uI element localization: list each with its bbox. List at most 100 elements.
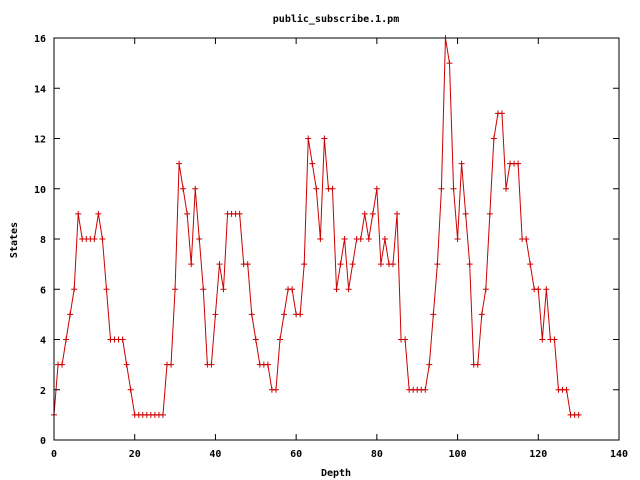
data-point	[313, 185, 320, 192]
data-point	[503, 185, 509, 192]
data-point	[486, 210, 493, 217]
data-point	[184, 210, 191, 217]
data-point	[305, 135, 312, 142]
data-point	[450, 185, 457, 192]
data-point	[244, 261, 251, 268]
data-point	[63, 336, 70, 343]
data-point	[119, 336, 126, 343]
data-point	[394, 210, 401, 217]
data-point	[99, 236, 106, 242]
data-point	[482, 286, 489, 293]
series-layer	[51, 35, 582, 418]
data-point	[535, 286, 542, 293]
data-point	[337, 261, 344, 268]
data-point	[527, 261, 534, 268]
data-point	[551, 336, 558, 343]
data-point	[309, 160, 316, 167]
data-point	[95, 210, 102, 217]
data-point	[365, 236, 372, 242]
data-point	[462, 210, 469, 217]
data-point	[539, 336, 546, 343]
data-point	[200, 286, 207, 293]
y-tick-label: 0	[40, 436, 46, 447]
data-point	[67, 311, 74, 318]
data-point	[466, 261, 473, 268]
x-tick-label: 100	[449, 449, 467, 460]
data-point	[575, 411, 582, 418]
data-point	[176, 160, 183, 167]
data-point	[321, 135, 328, 142]
x-tick-label: 140	[610, 449, 628, 460]
data-point	[422, 386, 429, 393]
data-point	[317, 236, 324, 242]
data-point	[478, 311, 485, 318]
data-point	[446, 60, 453, 67]
chart-title: public_subscribe.1.pm	[273, 13, 399, 25]
y-tick-label: 6	[40, 285, 46, 296]
data-point	[458, 160, 465, 167]
x-axis-label: Depth	[321, 468, 351, 479]
data-point	[329, 185, 336, 192]
data-point	[188, 261, 195, 268]
x-tick-label: 80	[371, 449, 383, 460]
data-point	[333, 286, 340, 293]
data-point	[103, 286, 110, 293]
data-point	[454, 236, 461, 242]
data-point	[369, 210, 376, 217]
data-point	[220, 286, 227, 293]
data-point	[127, 386, 134, 393]
data-point	[264, 361, 271, 368]
data-point	[277, 336, 283, 343]
data-point	[281, 311, 288, 318]
data-point	[248, 311, 255, 318]
data-point	[59, 361, 66, 368]
y-tick-label: 2	[40, 386, 46, 397]
data-point	[212, 311, 219, 318]
data-point	[490, 135, 497, 142]
data-point	[301, 261, 308, 268]
y-axis-label: States	[9, 222, 20, 258]
data-point	[216, 261, 223, 268]
data-point	[515, 160, 522, 167]
data-point	[543, 286, 550, 293]
data-point	[272, 386, 279, 393]
data-point	[159, 411, 166, 418]
y-tick-label: 14	[34, 84, 46, 95]
x-tick-label: 120	[529, 449, 547, 460]
data-point	[236, 210, 243, 217]
data-point	[123, 361, 130, 368]
ticks-layer: 0 20 40 60 80 100 120 140 0 2 4 6 8 10 12 14 16	[34, 34, 628, 460]
x-tick-label: 20	[129, 449, 141, 460]
y-tick-label: 8	[40, 235, 46, 246]
data-point	[430, 311, 437, 318]
data-point	[390, 261, 396, 268]
data-point	[373, 185, 380, 192]
x-tick-label: 60	[290, 449, 302, 460]
x-tick-label: 40	[209, 449, 221, 460]
data-point	[523, 236, 530, 242]
data-point	[498, 110, 505, 117]
data-point	[172, 286, 179, 293]
x-tick-label: 0	[51, 449, 57, 460]
data-point	[297, 311, 304, 318]
data-point	[180, 185, 187, 192]
data-point	[208, 361, 215, 368]
data-point	[381, 236, 388, 242]
data-point	[345, 286, 352, 293]
data-point	[438, 185, 445, 192]
data-point	[434, 261, 441, 268]
data-point	[289, 286, 296, 293]
data-point	[357, 236, 364, 242]
y-tick-label: 16	[34, 34, 46, 45]
data-point	[196, 236, 203, 242]
data-point	[71, 286, 78, 293]
data-point	[252, 336, 259, 343]
y-tick-label: 12	[34, 135, 46, 146]
data-point	[402, 336, 409, 343]
data-point	[91, 236, 98, 242]
data-point	[75, 210, 82, 217]
data-point	[377, 261, 384, 268]
data-point	[361, 210, 368, 217]
data-point	[474, 361, 481, 368]
